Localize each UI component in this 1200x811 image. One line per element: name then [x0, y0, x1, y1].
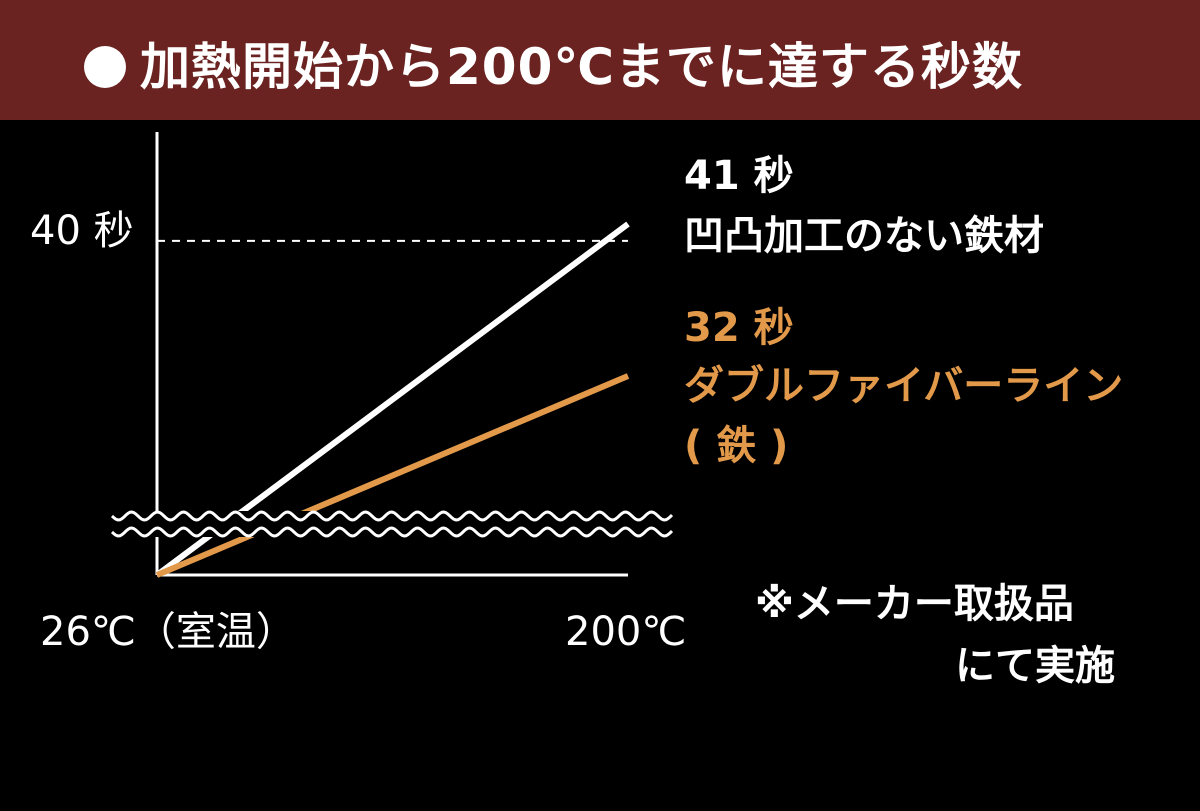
series-value-label-iron: 41 秒 [684, 153, 794, 199]
y-tick-label-40: 40 秒 [30, 208, 134, 254]
chart-title: 加熱開始から200℃までに達する秒数 [140, 38, 1023, 96]
axis-break-wave-1 [110, 510, 674, 522]
series-line-dfl [155, 373, 630, 578]
title-banner: 加熱開始から200℃までに達する秒数 [0, 0, 1200, 120]
x-tick-label-end: 200℃ [565, 609, 687, 655]
series-name-label-dfl-material: ( 鉄 ) [684, 423, 789, 469]
footnote-line-2: にて実施 [955, 643, 1115, 689]
axis-break-gap [112, 511, 672, 537]
series-name-label-dfl: ダブルファイバーライン [684, 363, 1124, 409]
x-tick-label-start: 26℃（室温） [40, 609, 296, 655]
series-name-label-iron: 凹凸加工のない鉄材 [684, 213, 1044, 259]
series-value-label-dfl: 32 秒 [684, 305, 794, 351]
axis-break-wave-2 [110, 526, 674, 538]
axis-break [110, 510, 674, 538]
footnote-line-1: ※メーカー取扱品 [755, 581, 1074, 627]
bullet-icon [84, 46, 126, 88]
